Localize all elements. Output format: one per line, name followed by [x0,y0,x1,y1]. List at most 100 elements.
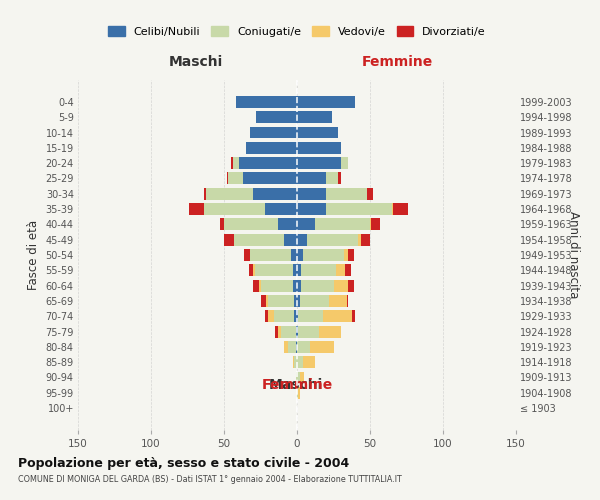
Bar [288,341,296,353]
Bar [297,295,300,307]
Bar [265,310,268,322]
Bar [296,341,297,353]
Bar [297,188,326,200]
Text: Maschi: Maschi [169,56,223,70]
Bar [370,218,371,230]
Bar [326,172,338,184]
Bar [224,234,234,245]
Text: Maschi: Maschi [269,378,323,392]
Bar [234,234,284,245]
Bar [253,188,297,200]
Bar [371,218,380,230]
Bar [284,341,288,353]
Bar [260,295,266,307]
Bar [344,249,348,261]
Bar [297,126,338,138]
Bar [297,341,310,353]
Bar [297,157,341,169]
Bar [278,326,281,338]
Bar [297,249,303,261]
Bar [341,157,348,169]
Legend: Celibi/Nubili, Coniugati/e, Vedovi/e, Divorziati/e: Celibi/Nubili, Coniugati/e, Vedovi/e, Di… [108,26,486,37]
Bar [297,310,298,322]
Bar [297,111,332,123]
Bar [297,218,314,230]
Bar [268,310,274,322]
Bar [297,372,300,384]
Bar [314,218,370,230]
Bar [256,111,297,123]
Bar [203,203,265,215]
Bar [265,203,297,215]
Bar [246,142,297,154]
Bar [345,264,351,276]
Bar [293,280,297,291]
Bar [294,295,297,307]
Bar [293,264,297,276]
Bar [296,326,297,338]
Bar [348,280,354,291]
Bar [227,172,229,184]
Bar [224,218,278,230]
Bar [297,387,298,399]
Bar [319,326,341,338]
Bar [206,188,253,200]
Bar [239,157,297,169]
Text: COMUNE DI MONIGA DEL GARDA (BS) - Dati ISTAT 1° gennaio 2004 - Elaborazione TUTT: COMUNE DI MONIGA DEL GARDA (BS) - Dati I… [18,475,402,484]
Bar [297,280,301,291]
Bar [352,310,355,322]
Bar [303,249,344,261]
Bar [294,356,297,368]
Bar [394,203,408,215]
Bar [250,126,297,138]
Bar [278,218,297,230]
Text: Femmine: Femmine [262,378,334,392]
Bar [329,295,347,307]
Bar [243,172,297,184]
Bar [297,142,341,154]
Bar [338,172,341,184]
Text: Popolazione per età, sesso e stato civile - 2004: Popolazione per età, sesso e stato civil… [18,458,349,470]
Bar [301,264,337,276]
Bar [348,249,354,261]
Bar [275,326,278,338]
Bar [297,96,355,108]
Bar [229,172,243,184]
Bar [260,280,293,291]
Bar [254,264,293,276]
Y-axis label: Fasce di età: Fasce di età [27,220,40,290]
Bar [220,218,224,230]
Bar [297,172,326,184]
Bar [249,264,253,276]
Bar [291,249,297,261]
Bar [203,188,206,200]
Bar [293,356,294,368]
Bar [303,356,314,368]
Bar [250,249,291,261]
Bar [274,310,294,322]
Bar [300,372,304,384]
Bar [281,326,296,338]
Bar [334,280,348,291]
Bar [300,295,329,307]
Bar [297,326,298,338]
Bar [253,264,254,276]
Bar [294,310,297,322]
Bar [310,341,334,353]
Bar [361,234,370,245]
Bar [284,234,297,245]
Bar [244,249,250,261]
Bar [323,310,352,322]
Bar [297,234,307,245]
Bar [298,310,323,322]
Bar [367,188,373,200]
Bar [297,264,301,276]
Y-axis label: Anni di nascita: Anni di nascita [567,212,580,298]
Bar [298,387,300,399]
Bar [268,295,294,307]
Bar [233,157,239,169]
Bar [266,295,268,307]
Bar [297,356,303,368]
Bar [301,280,334,291]
Bar [337,264,345,276]
